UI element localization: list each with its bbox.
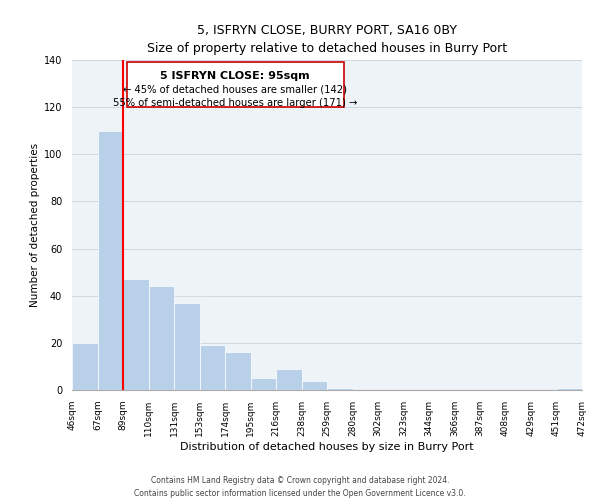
Bar: [149, 286, 174, 390]
Bar: [123, 279, 149, 390]
Text: ← 45% of detached houses are smaller (142): ← 45% of detached houses are smaller (14…: [123, 84, 347, 95]
Y-axis label: Number of detached properties: Number of detached properties: [29, 143, 40, 307]
Title: 5, ISFRYN CLOSE, BURRY PORT, SA16 0BY
Size of property relative to detached hous: 5, ISFRYN CLOSE, BURRY PORT, SA16 0BY Si…: [147, 24, 507, 54]
Bar: [97, 130, 123, 390]
Bar: [251, 378, 276, 390]
X-axis label: Distribution of detached houses by size in Burry Port: Distribution of detached houses by size …: [180, 442, 474, 452]
Bar: [327, 388, 353, 390]
Bar: [174, 303, 199, 390]
Bar: [302, 380, 327, 390]
Bar: [72, 343, 97, 390]
Bar: [276, 369, 302, 390]
Bar: [557, 388, 582, 390]
Bar: [199, 345, 225, 390]
Text: Contains HM Land Registry data © Crown copyright and database right 2024.
Contai: Contains HM Land Registry data © Crown c…: [134, 476, 466, 498]
Text: 5 ISFRYN CLOSE: 95sqm: 5 ISFRYN CLOSE: 95sqm: [160, 70, 310, 81]
FancyBboxPatch shape: [127, 62, 344, 107]
Bar: [225, 352, 251, 390]
Text: 55% of semi-detached houses are larger (171) →: 55% of semi-detached houses are larger (…: [113, 98, 358, 108]
